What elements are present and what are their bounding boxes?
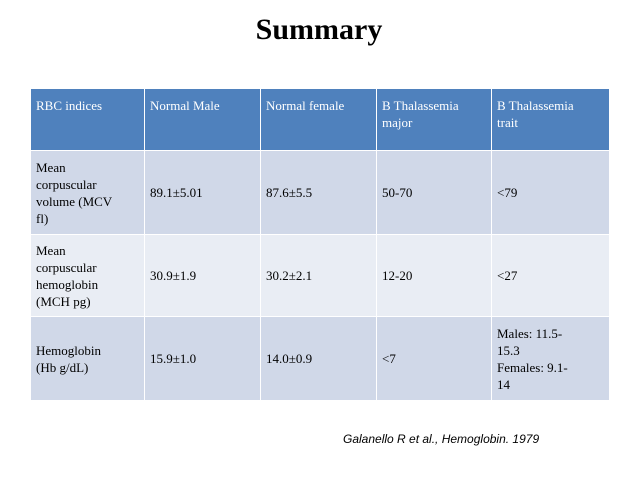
cell-normal-female: 87.6±5.5 bbox=[260, 150, 377, 235]
table-row: Mean corpuscular volume (MCV fl) 89.1±5.… bbox=[30, 150, 610, 235]
cell-normal-female: 30.2±2.1 bbox=[260, 234, 377, 317]
table-header-row: RBC indices Normal Male Normal female B … bbox=[30, 88, 610, 151]
citation: Galanello R et al., Hemoglobin. 1979 bbox=[343, 432, 540, 446]
header-rbc-indices: RBC indices bbox=[30, 88, 145, 151]
cell-index: Hemoglobin (Hb g/dL) bbox=[30, 316, 145, 401]
cell-normal-male: 30.9±1.9 bbox=[144, 234, 261, 317]
cell-normal-female: 14.0±0.9 bbox=[260, 316, 377, 401]
cell-thal-major: 50-70 bbox=[376, 150, 492, 235]
cell-normal-male: 89.1±5.01 bbox=[144, 150, 261, 235]
table-row: Hemoglobin (Hb g/dL) 15.9±1.0 14.0±0.9 <… bbox=[30, 316, 610, 401]
header-b-thalassemia-trait: B Thalassemia trait bbox=[491, 88, 610, 151]
cell-thal-trait: Males: 11.5- 15.3 Females: 9.1- 14 bbox=[491, 316, 610, 401]
cell-thal-major: 12-20 bbox=[376, 234, 492, 317]
cell-index: Mean corpuscular hemoglobin (MCH pg) bbox=[30, 234, 145, 317]
summary-table: RBC indices Normal Male Normal female B … bbox=[30, 88, 610, 401]
header-normal-male: Normal Male bbox=[144, 88, 261, 151]
cell-thal-major: <7 bbox=[376, 316, 492, 401]
cell-index: Mean corpuscular volume (MCV fl) bbox=[30, 150, 145, 235]
cell-thal-trait: <79 bbox=[491, 150, 610, 235]
table-row: Mean corpuscular hemoglobin (MCH pg) 30.… bbox=[30, 234, 610, 317]
header-b-thalassemia-major: B Thalassemia major bbox=[376, 88, 492, 151]
cell-thal-trait: <27 bbox=[491, 234, 610, 317]
slide-title: Summary bbox=[255, 13, 383, 46]
header-normal-female: Normal female bbox=[260, 88, 377, 151]
cell-normal-male: 15.9±1.0 bbox=[144, 316, 261, 401]
